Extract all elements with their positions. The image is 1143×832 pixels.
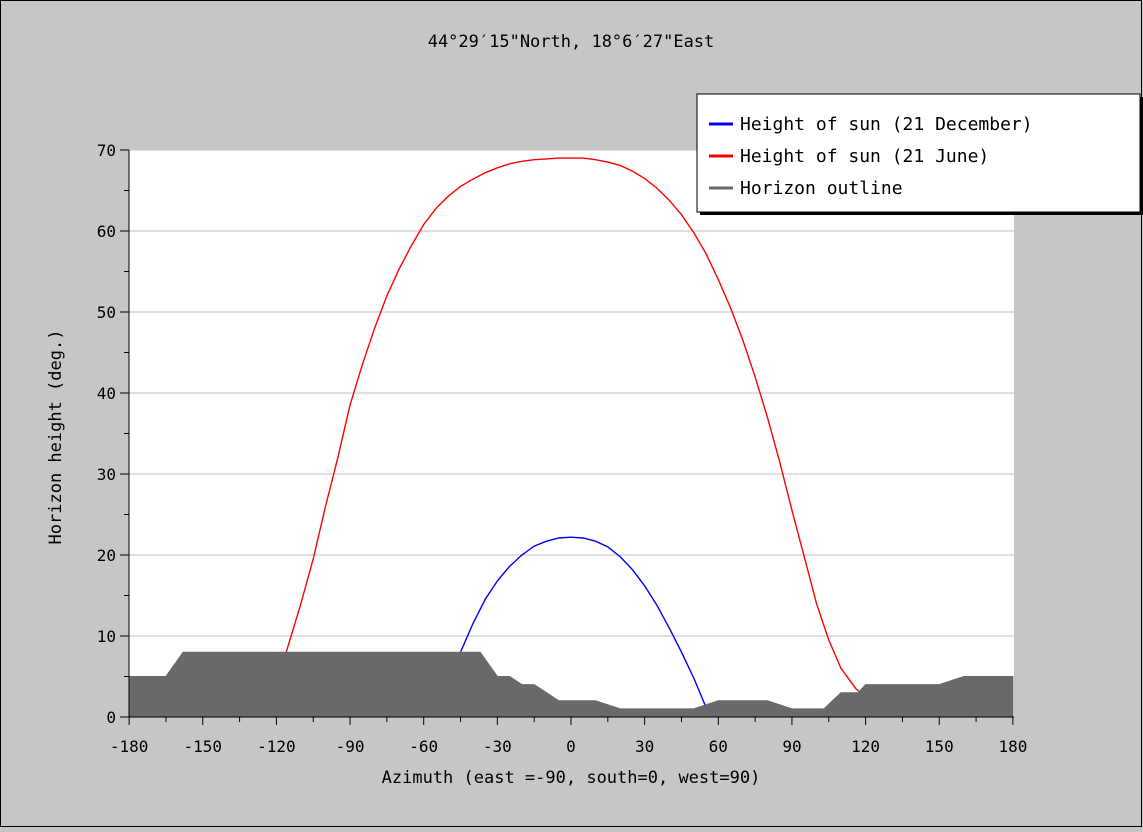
x-tick-label: 60 xyxy=(709,737,728,756)
x-tick-label: -180 xyxy=(110,737,149,756)
x-tick-label: 120 xyxy=(851,737,880,756)
legend-entry: Horizon outline xyxy=(740,178,903,199)
plot-background xyxy=(129,150,1014,717)
legend-box xyxy=(696,93,1141,213)
x-tick-label: 90 xyxy=(782,737,801,756)
gridlines xyxy=(129,149,1014,637)
y-tick-label: 40 xyxy=(97,384,116,403)
x-tick-label: 0 xyxy=(566,737,576,756)
y-tick-label: 70 xyxy=(97,141,116,160)
y-tick-label: 20 xyxy=(97,546,116,565)
x-tick-label: -120 xyxy=(257,737,296,756)
y-tick-label: 0 xyxy=(106,708,116,727)
y-tick-label: 30 xyxy=(97,465,116,484)
series-layer xyxy=(128,157,1014,718)
legend-entry: Height of sun (21 June) xyxy=(740,146,989,167)
x-tick-label: 30 xyxy=(635,737,654,756)
y-tick-label: 60 xyxy=(97,222,116,241)
x-tick-label: -60 xyxy=(409,737,438,756)
x-tick-label: -90 xyxy=(336,737,365,756)
legend-entry: Height of sun (21 December) xyxy=(740,114,1033,135)
x-tick-label: 180 xyxy=(998,737,1027,756)
series-line-21-december xyxy=(459,536,707,708)
y-axis-label: Horizon height (deg.) xyxy=(46,330,66,545)
x-axis-label: Azimuth (east =-90, south=0, west=90) xyxy=(382,768,761,788)
y-tick-label: 10 xyxy=(97,627,116,646)
legend: Height of sun (21 December) Height of sun… xyxy=(696,93,1143,215)
x-tick-label: -30 xyxy=(483,737,512,756)
y-tick-label: 50 xyxy=(97,303,116,322)
x-tick-label: -150 xyxy=(183,737,222,756)
series-line-21-june xyxy=(285,157,867,698)
chart-title: 44°29′15"North, 18°6′27"East xyxy=(428,32,715,52)
horizon-outline-area xyxy=(128,651,1014,718)
x-tick-label: 150 xyxy=(925,737,954,756)
